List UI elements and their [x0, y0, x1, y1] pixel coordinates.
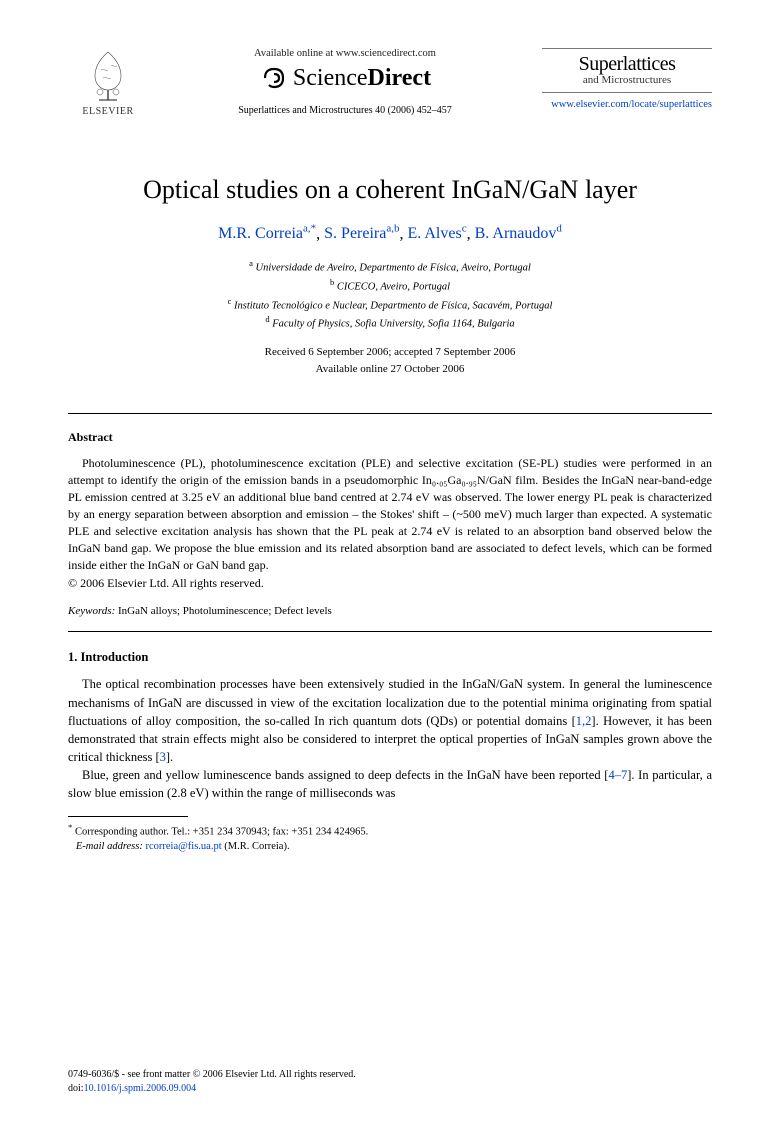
elsevier-tree-icon — [81, 48, 135, 104]
keywords-label: Keywords: — [68, 605, 115, 617]
intro-para-2: Blue, green and yellow luminescence band… — [68, 766, 712, 802]
footnote-email-line: E-mail address: rcorreia@fis.ua.pt (M.R.… — [68, 840, 712, 855]
author-3-name: E. Alves — [407, 225, 461, 242]
author-sep: , — [316, 225, 324, 242]
email-label: E-mail address: — [76, 841, 143, 852]
affiliation-a: a Universidade de Aveiro, Departmento de… — [68, 257, 712, 276]
abstract-bottom-rule — [68, 631, 712, 632]
affiliation-c-text: Instituto Tecnológico e Nuclear, Departm… — [234, 300, 552, 311]
intro-p1-c: ]. — [166, 750, 173, 764]
abstract-top-rule — [68, 413, 712, 414]
author-1[interactable]: M.R. Correiaa,* — [218, 225, 316, 242]
citation-1-2[interactable]: 1,2 — [576, 714, 592, 728]
doi-link[interactable]: 10.1016/j.spmi.2006.09.004 — [84, 1083, 197, 1094]
page-header: ELSEVIER Available online at www.science… — [68, 48, 712, 117]
available-online-text: Available online at www.sciencedirect.co… — [254, 48, 436, 59]
article-dates: Received 6 September 2006; accepted 7 Se… — [68, 344, 712, 377]
abstract-body: Photoluminescence (PL), photoluminescenc… — [68, 455, 712, 574]
issn-copyright-line: 0749-6036/$ - see front matter © 2006 El… — [68, 1068, 712, 1082]
section-1-heading: 1. Introduction — [68, 650, 712, 665]
affiliation-d-text: Faculty of Physics, Sofia University, So… — [272, 319, 514, 330]
journal-subtitle: and Microstructures — [542, 74, 712, 86]
author-1-aff: a, — [303, 223, 311, 235]
affiliation-d: d Faculty of Physics, Sofia University, … — [68, 313, 712, 332]
journal-block-wrap: Superlattices and Microstructures www.el… — [542, 48, 712, 110]
author-3[interactable]: E. Alvesc — [407, 225, 466, 242]
citation-4-7[interactable]: 4–7 — [608, 768, 627, 782]
abstract-heading: Abstract — [68, 430, 712, 445]
sd-word-1: Science — [293, 65, 368, 91]
footnote-corr-line: * Corresponding author. Tel.: +351 234 3… — [68, 821, 712, 840]
author-2-aff: a,b — [386, 223, 399, 235]
sciencedirect-block: Available online at www.sciencedirect.co… — [148, 48, 542, 116]
journal-url[interactable]: www.elsevier.com/locate/superlattices — [542, 99, 712, 110]
received-accepted-date: Received 6 September 2006; accepted 7 Se… — [68, 344, 712, 361]
page-footer: 0749-6036/$ - see front matter © 2006 El… — [68, 1068, 712, 1096]
email-who: (M.R. Correia). — [224, 841, 289, 852]
doi-label: doi: — [68, 1083, 84, 1094]
corresponding-author-footnote: * Corresponding author. Tel.: +351 234 3… — [68, 821, 712, 855]
copyright-line: © 2006 Elsevier Ltd. All rights reserved… — [68, 576, 712, 591]
author-4[interactable]: B. Arnaudovd — [475, 225, 562, 242]
author-2[interactable]: S. Pereiraa,b — [324, 225, 399, 242]
publisher-logo-block: ELSEVIER — [68, 48, 148, 117]
sciencedirect-mark-icon — [259, 63, 289, 93]
affiliations: a Universidade de Aveiro, Departmento de… — [68, 257, 712, 332]
author-1-name: M.R. Correia — [218, 225, 303, 242]
author-4-aff: d — [556, 223, 562, 235]
authors-line: M.R. Correiaa,*, S. Pereiraa,b, E. Alves… — [68, 223, 712, 243]
author-4-name: B. Arnaudov — [475, 225, 557, 242]
abstract-text: Photoluminescence (PL), photoluminescenc… — [68, 455, 712, 574]
doi-line: doi:10.1016/j.spmi.2006.09.004 — [68, 1082, 712, 1096]
available-online-date: Available online 27 October 2006 — [68, 361, 712, 378]
citation-line: Superlattices and Microstructures 40 (20… — [238, 105, 452, 116]
sd-word-2: Direct — [368, 65, 432, 91]
intro-para-1: The optical recombination processes have… — [68, 675, 712, 766]
journal-branding: Superlattices and Microstructures — [542, 48, 712, 93]
sciencedirect-logo: ScienceDirect — [259, 63, 431, 93]
affiliation-a-text: Universidade de Aveiro, Departmento de F… — [256, 263, 531, 274]
author-sep: , — [467, 225, 475, 242]
journal-title: Superlattices — [542, 53, 712, 76]
corresponding-email[interactable]: rcorreia@fis.ua.pt — [145, 841, 221, 852]
affiliation-b-text: CICECO, Aveiro, Portugal — [337, 282, 450, 293]
article-title: Optical studies on a coherent InGaN/GaN … — [68, 175, 712, 205]
affiliation-b: b CICECO, Aveiro, Portugal — [68, 276, 712, 295]
publisher-name: ELSEVIER — [82, 106, 133, 117]
author-2-name: S. Pereira — [324, 225, 386, 242]
sciencedirect-wordmark: ScienceDirect — [293, 65, 431, 92]
footnote-rule — [68, 816, 188, 817]
keywords-line: Keywords: InGaN alloys; Photoluminescenc… — [68, 605, 712, 617]
intro-p2-a: Blue, green and yellow luminescence band… — [82, 768, 608, 782]
footnote-corr-text: Corresponding author. Tel.: +351 234 370… — [75, 827, 368, 838]
affiliation-c: c Instituto Tecnológico e Nuclear, Depar… — [68, 295, 712, 314]
keywords-list: InGaN alloys; Photoluminescence; Defect … — [118, 605, 332, 617]
